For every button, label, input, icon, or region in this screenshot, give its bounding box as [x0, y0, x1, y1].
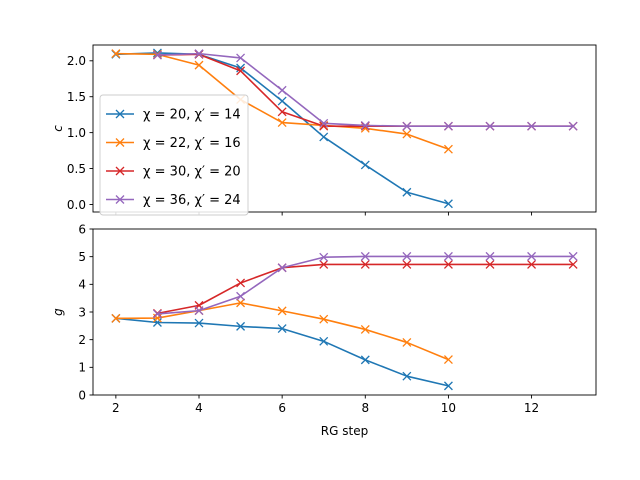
- plot1-series-4-point-6: [360, 120, 370, 130]
- plot2-series-4-point-2: [194, 306, 204, 316]
- plot2-series-2-point-7: [360, 324, 370, 334]
- plot1-series-3-point-4: [277, 107, 287, 117]
- plot2-series-3-point-3: [236, 278, 246, 288]
- plot1-series-2-point-8: [402, 129, 412, 139]
- plot2-series-1-point-7: [360, 355, 370, 365]
- plot1-series-1-point-5: [277, 96, 287, 106]
- plot2-series-3-point-6: [360, 259, 370, 269]
- plot2-series-4-point-6: [360, 251, 370, 261]
- plot2-ytick-label-6: 5: [78, 250, 86, 264]
- plot2-series-2-point-9: [443, 355, 453, 365]
- plot2-series-2-point-4: [236, 298, 246, 308]
- plot2-series-4-point-4: [277, 263, 287, 273]
- legend-label-3: χ = 30, χ′ = 20: [143, 165, 241, 180]
- plot1-series-4-point-8: [443, 121, 453, 131]
- plot2-series-1-point-6: [319, 336, 329, 346]
- plot2-series-3-point-8: [443, 259, 453, 269]
- plot2-ytick-label-3: 2: [78, 333, 86, 347]
- plot2-series-3-point-9: [485, 259, 495, 269]
- plot1-series-1-point-9: [443, 199, 453, 209]
- plot1-series-2-point-1: [111, 49, 121, 59]
- plot1-series-2-point-5: [277, 118, 287, 128]
- plot1-series-2-point-9: [443, 144, 453, 154]
- plot2-ytick-label-7: 6: [78, 222, 86, 236]
- plot2-x-axis-label: RG step: [321, 424, 368, 438]
- plot1-ytick-label-5: 2.0: [67, 54, 86, 68]
- plot2-xtick-label-3: 6: [278, 401, 286, 415]
- plot2-series-4-point-5: [319, 252, 329, 262]
- plot1-y-axis-label: c: [51, 125, 65, 132]
- plot2-series-1-point-8: [402, 371, 412, 381]
- plot1-series-4-point-10: [527, 121, 537, 131]
- plot2-series-1-point-9: [443, 381, 453, 391]
- plot2-series-1-point-4: [236, 321, 246, 331]
- plot2-series-3-point-10: [527, 259, 537, 269]
- plot1-series-1-point-6: [319, 132, 329, 142]
- plot1-series-4-point-2: [194, 49, 204, 59]
- plot2-series-1-point-5: [277, 324, 287, 334]
- plot2-series-3-point-11: [568, 259, 578, 269]
- plot1-ytick-label-2: 0.5: [67, 162, 86, 176]
- plot2-series-4-point-1: [152, 309, 162, 319]
- plot1-series-4-point-5: [319, 118, 329, 128]
- plot2-ytick-label-5: 4: [78, 278, 86, 292]
- plot2-series-2-point-8: [402, 337, 412, 347]
- plot2-xtick-label-5: 10: [441, 401, 456, 415]
- plot2-ytick-label-4: 3: [78, 305, 86, 319]
- legend-swatch-marker-4: [115, 195, 125, 204]
- plot1-series-4-point-11: [568, 121, 578, 131]
- plot1-series-4-point-4: [277, 85, 287, 95]
- legend-label-4: χ = 36, χ′ = 24: [143, 193, 241, 208]
- plot2-series-4-point-11: [568, 251, 578, 261]
- plot2-xtick-label-1: 2: [112, 401, 120, 415]
- plot2-series-4-point-8: [443, 251, 453, 261]
- plot2-series-1-point-3: [194, 318, 204, 328]
- plot2-series-4-point-9: [485, 251, 495, 261]
- plot1-series-3-point-3: [236, 66, 246, 76]
- plot1-series-1-point-8: [402, 187, 412, 197]
- legend-swatch-marker-1: [115, 109, 125, 119]
- legend-swatch-marker-2: [115, 138, 125, 147]
- plot2-series-3-point-5: [319, 259, 329, 269]
- plot2-xtick-label-4: 8: [361, 401, 369, 415]
- plot1-series-4-point-1: [152, 50, 162, 60]
- plot1-series-2-point-3: [194, 60, 204, 70]
- plot2-ytick-label-2: 1: [78, 361, 86, 375]
- legend-box: [99, 94, 249, 216]
- plot2-y-axis-label: g: [51, 308, 65, 316]
- legend-label-1: χ = 20, χ′ = 14: [143, 108, 241, 123]
- plot1-series-1-point-7: [360, 160, 370, 170]
- plot1-axes-frame: [92, 44, 597, 213]
- plot1-series-4-point-3: [236, 53, 246, 63]
- plot2-xtick-label-6: 12: [524, 401, 539, 415]
- plot2-series-4-point-10: [527, 251, 537, 261]
- plot2-series-2-point-1: [111, 313, 121, 323]
- plot2-series-2-point-6: [319, 314, 329, 324]
- plot2-xtick-label-2: 4: [195, 401, 203, 415]
- plot1-series-4-point-7: [402, 121, 412, 131]
- plot2-series-3-point-7: [402, 259, 412, 269]
- plot2-series-2-point-5: [277, 306, 287, 316]
- plot2-ytick-label-1: 0: [78, 388, 86, 402]
- plot1-ytick-label-1: 0.0: [67, 198, 86, 212]
- legend-label-2: χ = 22, χ′ = 16: [143, 136, 241, 151]
- legend-swatch-marker-3: [115, 166, 125, 176]
- plot2-series-4-point-3: [236, 291, 246, 301]
- plot1-ytick-label-3: 1.0: [67, 126, 86, 140]
- plot1-series-4-point-9: [485, 121, 495, 131]
- plot1-ytick-label-4: 1.5: [67, 90, 86, 104]
- plot2-series-4-point-7: [402, 251, 412, 261]
